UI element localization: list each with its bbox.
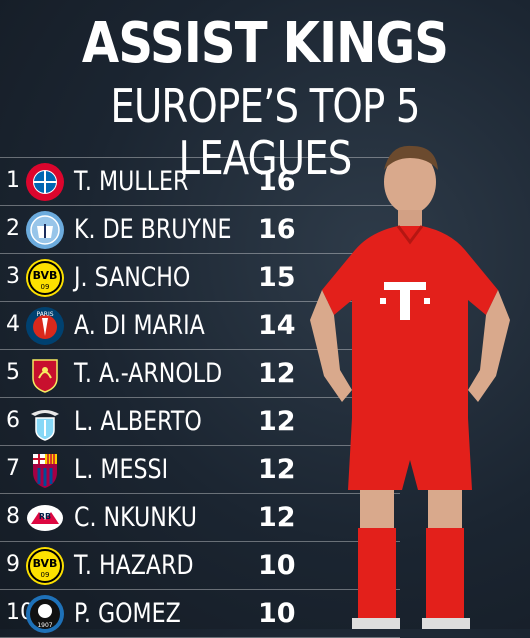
player-name: K. DE BRUYNE: [74, 214, 232, 245]
assist-count: 14: [258, 310, 296, 341]
rank-number: 5: [6, 360, 20, 385]
table-row: 5 T. A.-ARNOLD 12: [0, 349, 400, 397]
rank-number: 1: [6, 168, 20, 193]
player-name: C. NKUNKU: [74, 502, 197, 533]
table-row: 4 PARIS A. DI MARIA 14: [0, 301, 400, 349]
man-city-crest-icon: [25, 210, 65, 250]
rank-number: 8: [6, 504, 20, 529]
rank-number: 4: [6, 312, 20, 337]
assist-count: 12: [258, 406, 296, 437]
rank-number: 6: [6, 408, 20, 433]
assist-count: 10: [258, 550, 296, 581]
player-name: L. MESSI: [74, 454, 169, 485]
player-photo-icon: [310, 145, 510, 629]
svg-text:09: 09: [41, 571, 50, 579]
svg-text:09: 09: [41, 283, 50, 291]
svg-text:RB: RB: [39, 512, 51, 521]
svg-text:BVB: BVB: [33, 557, 58, 570]
assist-count: 12: [258, 358, 296, 389]
assist-table: 1 T. MULLER 16 2 K. DE BRUYNE 16 3 BVB 09 J. SANC…: [0, 157, 400, 638]
svg-text:BVB: BVB: [33, 269, 58, 282]
rank-number: 2: [6, 216, 20, 241]
table-row: 7 L. MESSI 12: [0, 445, 400, 493]
page-subtitle: EUROPE’S TOP 5 LEAGUES: [110, 79, 420, 185]
player-name: T. MULLER: [74, 166, 189, 197]
assist-count: 12: [258, 454, 296, 485]
table-row: 3 BVB 09 J. SANCHO 15: [0, 253, 400, 301]
assist-count: 16: [258, 166, 296, 197]
rank-number: 10: [6, 600, 34, 625]
dortmund-crest-icon: BVB 09: [25, 258, 65, 298]
leipzig-crest-icon: RB: [25, 498, 65, 538]
lazio-crest-icon: [25, 402, 65, 442]
table-row: 1 T. MULLER 16: [0, 157, 400, 205]
rank-number: 9: [6, 552, 20, 577]
rank-number: 3: [6, 264, 20, 289]
bayern-crest-icon: [25, 162, 65, 202]
svg-text:1907: 1907: [37, 622, 52, 629]
player-name: L. ALBERTO: [74, 406, 202, 437]
player-name: J. SANCHO: [74, 262, 191, 293]
player-name: T. A.-ARNOLD: [74, 358, 223, 389]
table-row: 2 K. DE BRUYNE 16: [0, 205, 400, 253]
psg-crest-icon: PARIS: [25, 306, 65, 346]
player-name: A. DI MARIA: [74, 310, 205, 341]
assist-count: 12: [258, 502, 296, 533]
svg-text:PARIS: PARIS: [36, 311, 53, 318]
table-row: 8 RB C. NKUNKU 12: [0, 493, 400, 541]
assist-count: 10: [258, 598, 296, 629]
assist-count: 15: [258, 262, 296, 293]
barcelona-crest-icon: [25, 450, 65, 490]
player-name: P. GOMEZ: [74, 598, 181, 629]
table-row: 10 1907 P. GOMEZ 10: [0, 589, 400, 638]
dortmund-crest-icon: BVB 09: [25, 546, 65, 586]
liverpool-crest-icon: [25, 354, 65, 394]
rank-number: 7: [6, 456, 20, 481]
page-title: ASSIST KINGS: [81, 11, 449, 76]
table-row: 6 L. ALBERTO 12: [0, 397, 400, 445]
table-row: 9 BVB 09 T. HAZARD 10: [0, 541, 400, 589]
atalanta-crest-icon: 1907: [25, 594, 65, 634]
assist-count: 16: [258, 214, 296, 245]
player-name: T. HAZARD: [74, 550, 194, 581]
